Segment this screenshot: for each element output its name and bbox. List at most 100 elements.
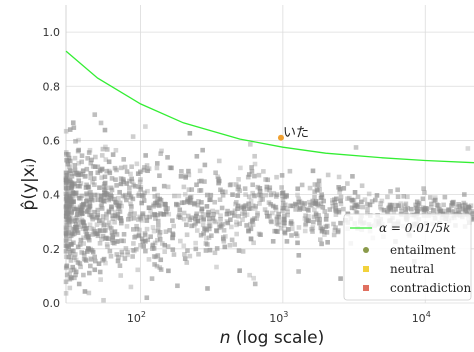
data-point <box>96 218 102 223</box>
data-point <box>320 204 326 210</box>
data-point <box>292 201 298 207</box>
y-tick-label: 0.0 <box>43 297 61 310</box>
data-point <box>199 178 204 184</box>
data-point <box>338 201 344 207</box>
data-point <box>67 218 72 224</box>
data-point <box>238 165 243 171</box>
data-point <box>116 195 121 201</box>
data-point <box>236 184 242 190</box>
data-point <box>120 193 126 199</box>
data-point <box>90 249 96 255</box>
data-point <box>220 193 226 198</box>
data-point <box>319 192 324 197</box>
data-point <box>120 176 126 182</box>
data-point <box>399 208 405 214</box>
data-point <box>155 192 160 198</box>
data-point <box>247 221 253 227</box>
data-point <box>274 174 279 180</box>
data-point <box>96 261 102 266</box>
data-point <box>139 236 145 242</box>
data-point <box>109 187 115 193</box>
data-point <box>63 291 69 296</box>
data-point <box>240 211 245 217</box>
data-point <box>157 230 163 235</box>
data-point <box>341 206 346 212</box>
data-point <box>205 212 211 217</box>
data-point <box>163 202 168 207</box>
data-point <box>279 173 285 178</box>
data-point <box>133 246 139 252</box>
data-point <box>88 189 93 195</box>
data-point <box>85 204 91 210</box>
data-point <box>232 208 238 214</box>
data-point <box>148 208 153 214</box>
data-point <box>233 201 238 207</box>
data-point <box>66 181 71 187</box>
data-point <box>255 212 260 218</box>
data-point <box>95 212 101 218</box>
data-point <box>220 236 226 242</box>
data-point <box>142 232 148 238</box>
data-point <box>138 177 143 182</box>
data-point <box>84 225 89 231</box>
x-tick-exponent: 4 <box>426 310 431 319</box>
data-point <box>202 162 208 168</box>
x-axis-label-var: n <box>220 328 231 348</box>
data-point <box>100 214 106 219</box>
data-point <box>67 180 72 185</box>
data-point <box>99 202 105 207</box>
data-point <box>185 199 190 204</box>
data-point <box>132 235 137 240</box>
data-point <box>76 137 81 143</box>
data-point <box>88 175 93 181</box>
data-point <box>177 212 182 218</box>
data-point <box>248 226 254 232</box>
data-point <box>63 220 69 226</box>
data-point <box>113 147 119 153</box>
data-point <box>70 264 76 270</box>
data-point <box>194 228 200 233</box>
data-point <box>63 186 69 191</box>
data-point <box>460 207 466 212</box>
data-point <box>181 216 187 222</box>
data-point <box>100 218 106 223</box>
data-point <box>66 205 72 210</box>
data-point <box>206 216 212 222</box>
data-point <box>63 177 69 183</box>
data-point <box>97 240 103 246</box>
data-point <box>338 276 343 281</box>
data-point <box>312 207 317 213</box>
data-point <box>316 178 322 184</box>
data-point <box>139 218 145 223</box>
data-point <box>118 215 123 221</box>
data-point <box>104 235 109 241</box>
data-point <box>260 197 265 202</box>
data-point <box>104 211 109 217</box>
data-point <box>252 173 257 179</box>
data-point <box>114 232 120 237</box>
y-axis-label: p̂(y|xᵢ) <box>19 158 39 211</box>
data-point <box>296 225 302 230</box>
x-tick-labels: 102 103 104 <box>127 310 431 325</box>
data-point <box>106 209 112 215</box>
data-point <box>81 203 87 208</box>
data-point <box>424 206 430 212</box>
data-point <box>107 170 113 176</box>
data-point <box>87 263 93 269</box>
data-point <box>104 191 109 196</box>
data-point <box>64 202 69 208</box>
data-point <box>102 180 108 186</box>
data-point <box>196 251 201 257</box>
data-point <box>87 270 92 276</box>
data-point <box>163 205 169 211</box>
data-point <box>99 197 104 202</box>
data-point <box>82 289 88 294</box>
data-point <box>290 226 295 231</box>
data-point <box>76 147 81 153</box>
data-point <box>102 181 107 187</box>
data-point <box>256 172 262 178</box>
data-point <box>83 173 88 179</box>
data-point <box>246 194 252 200</box>
data-point <box>65 159 71 164</box>
data-point <box>374 193 380 198</box>
